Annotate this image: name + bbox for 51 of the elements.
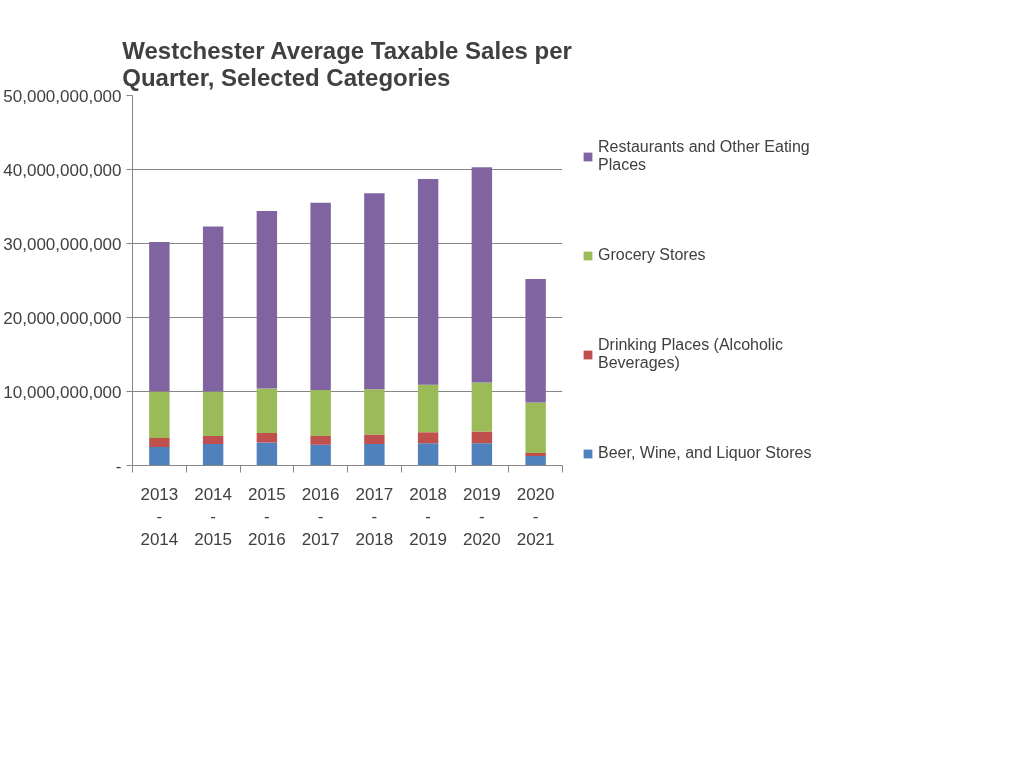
bar [525, 455, 546, 466]
bar [202, 391, 224, 436]
bar [149, 438, 170, 447]
y-tick-label: 50,000,000,000 [3, 86, 122, 106]
bar [256, 432, 278, 443]
bar [149, 242, 170, 392]
y-tick-label: 20,000,000,000 [3, 308, 122, 328]
x-tick-label: 2016 - 2017 [301, 484, 340, 550]
bar [525, 279, 546, 403]
x-tick-label: 2019 - 2020 [462, 484, 501, 550]
bar [256, 442, 278, 466]
bar [471, 167, 493, 383]
bar [310, 444, 331, 466]
bar [310, 435, 331, 445]
bar [256, 388, 278, 433]
bar [149, 447, 170, 466]
bar [417, 384, 439, 433]
bar [525, 402, 546, 453]
bar [417, 179, 439, 385]
bar [471, 443, 493, 466]
x-tick-label: 2015 - 2016 [247, 484, 286, 550]
bar [202, 435, 224, 445]
x-tick-label: 2013 - 2014 [140, 484, 179, 550]
bar [364, 389, 385, 435]
bar [471, 382, 493, 432]
legend-label: Restaurants and Other Eating Places [598, 138, 810, 174]
legend-label: Grocery Stores [598, 246, 706, 264]
x-tick-label: 2018 - 2019 [409, 484, 448, 550]
legend-label: Drinking Places (Alcoholic Beverages) [598, 336, 783, 372]
bar [256, 210, 278, 389]
bar [417, 443, 439, 466]
y-tick-label: 40,000,000,000 [3, 160, 122, 180]
x-tick-label: 2017 - 2018 [355, 484, 394, 550]
bar [149, 391, 170, 439]
bar [202, 444, 224, 466]
bar [525, 452, 546, 456]
bar [364, 434, 385, 445]
y-tick-label: 30,000,000,000 [3, 234, 122, 254]
bar [202, 226, 224, 392]
bar [364, 444, 385, 466]
chart-title: Westchester Average Taxable Sales per Quarter, Selected Categories [122, 36, 572, 91]
bar [310, 202, 331, 391]
bar [471, 431, 493, 444]
x-tick-label: 2020 - 2021 [516, 484, 555, 550]
y-tick-label: - [115, 456, 122, 476]
bar [417, 432, 439, 444]
bar [364, 193, 385, 390]
y-tick-label: 10,000,000,000 [3, 382, 122, 402]
x-tick-label: 2014 - 2015 [194, 484, 233, 550]
bar [310, 390, 331, 436]
legend-label: Beer, Wine, and Liquor Stores [598, 444, 812, 462]
